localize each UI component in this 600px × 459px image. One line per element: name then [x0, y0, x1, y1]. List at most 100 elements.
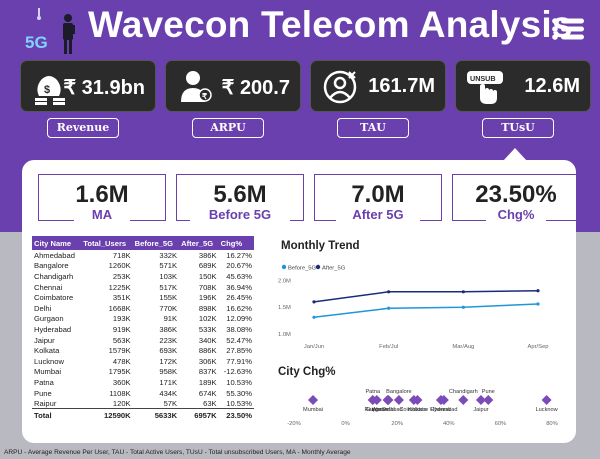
kpi-label-tusu[interactable]: TUsU: [482, 118, 554, 138]
table-header-row: City Name Total_Users Before_5G After_5G…: [32, 236, 254, 250]
table-cell: Pune: [34, 388, 52, 398]
series-line: [313, 289, 539, 303]
table-cell: 26.45%: [226, 293, 252, 303]
table-total-row: Total 12590K 5633K 6957K 23.50%: [32, 408, 254, 421]
city-point[interactable]: [438, 395, 449, 405]
table-cell: Hyderabad: [34, 324, 72, 334]
table-row[interactable]: Jaipur 563K 223K 340K 52.47%: [32, 335, 254, 346]
user-target-icon: [323, 70, 357, 104]
table-cell: 674K: [198, 388, 217, 398]
series-point[interactable]: [536, 302, 540, 306]
table-cell: 52.47%: [226, 335, 252, 345]
table-cell: 386K: [159, 324, 178, 334]
hamburger-menu-icon[interactable]: [552, 18, 584, 40]
legend-marker: [281, 264, 287, 270]
table-cell: 155K: [159, 293, 178, 303]
city-point[interactable]: [541, 395, 552, 405]
table-cell: 434K: [159, 388, 178, 398]
col-header-city[interactable]: City Name: [32, 236, 82, 250]
table-row[interactable]: Mumbai 1795K 958K 837K -12.63%: [32, 367, 254, 378]
table-cell: 103K: [159, 271, 178, 281]
x-tick-label: 0%: [341, 421, 349, 427]
city-point-label: Chennai: [430, 407, 451, 413]
table-cell: 27.85%: [226, 346, 252, 356]
kpi-label-arpu[interactable]: ARPU: [192, 118, 264, 138]
table-cell: 533K: [198, 324, 217, 334]
table-cell: 120K: [112, 398, 131, 408]
table-cell: 102K: [198, 314, 217, 324]
table-cell: 16.62%: [226, 303, 252, 313]
series-point[interactable]: [312, 315, 316, 319]
table-row[interactable]: Hyderabad 919K 386K 533K 38.08%: [32, 324, 254, 335]
table-cell: -12.63%: [223, 367, 252, 377]
city-point[interactable]: [412, 395, 423, 405]
table-row[interactable]: Ahmedabad 718K 332K 386K 16.27%: [32, 250, 254, 261]
metric-box-after-5g: 7.0M After 5G: [314, 174, 442, 222]
table-row[interactable]: Delhi 1668K 770K 898K 16.62%: [32, 303, 254, 314]
city-chg-title: City Chg%: [278, 366, 336, 378]
col-header-total-users[interactable]: Total_Users: [81, 236, 133, 250]
city-point[interactable]: [458, 395, 469, 405]
city-point[interactable]: [383, 395, 394, 405]
col-header-before-5g[interactable]: Before_5G: [132, 236, 180, 250]
table-cell: 57K: [163, 398, 178, 408]
city-point[interactable]: [475, 395, 486, 405]
col-header-after-5g[interactable]: After_5G: [179, 236, 219, 250]
city-point-label: Coimbatore: [399, 407, 428, 413]
table-row[interactable]: Pune 1108K 434K 674K 55.30%: [32, 388, 254, 399]
total-cell: 23.50%: [218, 408, 254, 421]
y-tick-label: 2.0M: [278, 279, 291, 285]
city-point-label: Kolkata: [408, 407, 428, 413]
table-row[interactable]: Chennai 1225K 517K 708K 36.94%: [32, 282, 254, 293]
city-point[interactable]: [483, 395, 494, 405]
table-row[interactable]: Chandigarh 253K 103K 150K 45.63%: [32, 271, 254, 282]
table-row[interactable]: Raipur 120K 57K 63K 10.53%: [32, 398, 254, 409]
metric-label-before-5g: Before 5G: [208, 207, 272, 222]
panel-pointer: [503, 148, 527, 161]
col-header-chg[interactable]: Chg%: [218, 236, 254, 250]
total-cell: 5633K: [132, 408, 180, 421]
x-tick-label: Feb/Jul: [379, 344, 398, 350]
kpi-label-tau[interactable]: TAU: [337, 118, 409, 138]
table-row[interactable]: Lucknow 478K 172K 306K 77.91%: [32, 356, 254, 367]
kpi-value-tusu: 12.6M: [524, 75, 580, 97]
footnote: ARPU - Average Revenue Per User, TAU - T…: [4, 449, 351, 456]
detail-panel: [22, 160, 576, 443]
table-row[interactable]: Bangalore 1260K 571K 689K 20.67%: [32, 261, 254, 272]
city-point-label: Chandigarh: [449, 389, 478, 395]
city-point[interactable]: [371, 395, 382, 405]
monthly-trend-chart: Before_5G After_5G 1.0M 1.5M 2.0M Jan/Jun Feb/…: [278, 264, 548, 350]
table-row[interactable]: Gurgaon 193K 91K 102K 12.09%: [32, 314, 254, 325]
table-cell: 1668K: [108, 303, 131, 313]
table-cell: 150K: [198, 271, 217, 281]
series-point[interactable]: [461, 290, 465, 294]
logo-5g-icon: 5G: [25, 8, 75, 54]
city-point-label: Mumbai: [303, 407, 323, 413]
table-row[interactable]: Coimbatore 351K 155K 196K 26.45%: [32, 292, 254, 303]
city-point-label: Lucknow: [536, 407, 559, 413]
table-cell: 898K: [198, 303, 217, 313]
series-point[interactable]: [536, 289, 540, 293]
series-point[interactable]: [461, 305, 465, 309]
table-cell: Ahmedabad: [34, 250, 75, 260]
city-point[interactable]: [308, 395, 319, 405]
city-point-label: Raipur: [365, 407, 382, 413]
metric-label-after-5g: After 5G: [352, 207, 404, 222]
svg-text:₹: ₹: [202, 92, 207, 101]
city-point[interactable]: [393, 395, 404, 405]
table-cell: 223K: [159, 335, 178, 345]
city-point-label: Hyderabad: [430, 407, 457, 413]
series-point[interactable]: [312, 300, 316, 304]
unsub-text: UNSUB: [470, 74, 496, 83]
legend-label: Before_5G: [288, 266, 317, 272]
unsubscribe-icon: UNSUB: [467, 71, 503, 104]
logo-text: 5G: [25, 33, 48, 52]
table-cell: 36.94%: [226, 282, 252, 292]
kpi-label-revenue[interactable]: Revenue: [47, 118, 119, 138]
series-point[interactable]: [387, 306, 391, 310]
metric-value-ma: 1.6M: [75, 181, 129, 208]
table-row[interactable]: Kolkata 1579K 693K 886K 27.85%: [32, 345, 254, 356]
series-point[interactable]: [387, 290, 391, 294]
table-row[interactable]: Patna 360K 171K 189K 10.53%: [32, 377, 254, 388]
table-cell: 253K: [112, 271, 131, 281]
